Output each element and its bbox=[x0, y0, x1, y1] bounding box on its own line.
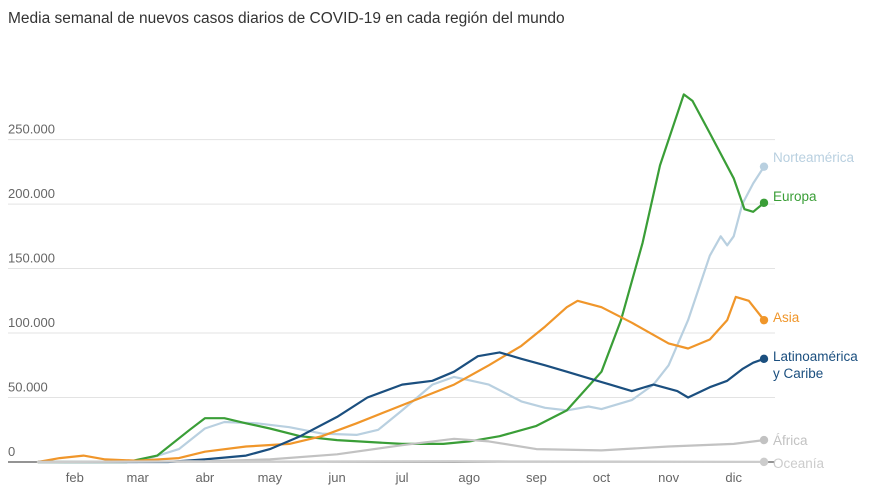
x-tick-label: dic bbox=[725, 470, 742, 485]
series-layer bbox=[36, 93, 769, 467]
grid-layer bbox=[8, 139, 775, 399]
series-label: Norteamérica bbox=[773, 150, 855, 165]
x-tick-label: jul bbox=[395, 470, 409, 485]
series-end-point bbox=[759, 198, 769, 207]
series-line bbox=[36, 295, 766, 464]
axis-layer: 0 50.000 100.000 150.000 200.000 250.000 feb ma… bbox=[8, 122, 775, 485]
series-line bbox=[36, 93, 766, 464]
x-tick-label: mar bbox=[126, 470, 149, 485]
x-tick-label: oct bbox=[593, 470, 611, 485]
series-label: Europa bbox=[773, 189, 817, 204]
series-end-point bbox=[759, 435, 769, 445]
series-label: Oceanía bbox=[773, 456, 825, 471]
x-tick-label: feb bbox=[66, 470, 84, 485]
series-line bbox=[36, 351, 766, 464]
series-end-point bbox=[759, 315, 769, 325]
x-tick-label: may bbox=[258, 470, 283, 485]
series-label: África bbox=[773, 433, 808, 448]
series-end-point bbox=[759, 354, 769, 364]
y-tick-label: 250.000 bbox=[8, 122, 55, 137]
chart-title: Media semanal de nuevos casos diarios de… bbox=[8, 10, 565, 27]
series-labels: Norteamérica Europa Asia Latinoamérica y Car… bbox=[773, 150, 858, 471]
y-tick-label: 150.000 bbox=[8, 251, 55, 266]
series-end-point bbox=[759, 162, 769, 171]
series-end-point bbox=[759, 457, 769, 467]
series-line bbox=[36, 460, 766, 464]
x-tick-label: jun bbox=[327, 470, 345, 485]
y-tick-label: 100.000 bbox=[8, 315, 55, 330]
series-line bbox=[36, 437, 766, 464]
series-line bbox=[36, 165, 766, 464]
x-tick-label: ago bbox=[458, 470, 480, 485]
y-tick-label: 0 bbox=[8, 444, 15, 459]
series-label: Asia bbox=[773, 310, 800, 325]
x-tick-label: abr bbox=[195, 470, 214, 485]
x-tick-label: nov bbox=[658, 470, 679, 485]
y-tick-label: 50.000 bbox=[8, 380, 48, 395]
y-tick-label: 200.000 bbox=[8, 186, 55, 201]
series-label: Latinoamérica y Caribe bbox=[773, 349, 858, 381]
x-tick-label: sep bbox=[526, 470, 547, 485]
